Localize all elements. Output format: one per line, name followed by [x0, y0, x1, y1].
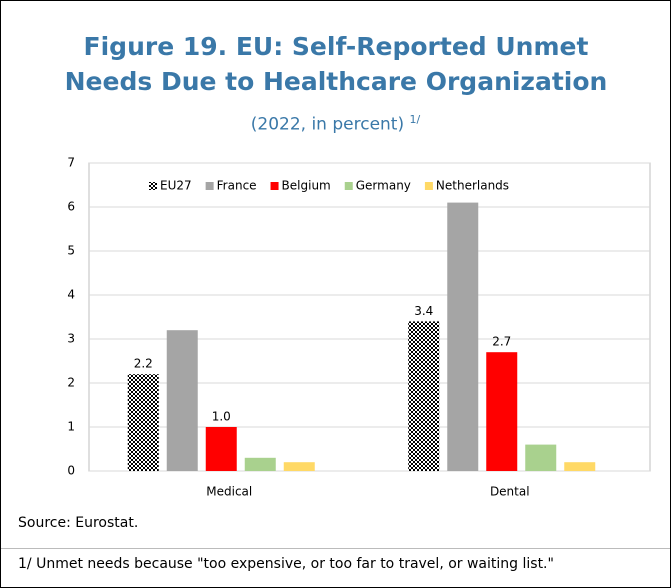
bar	[447, 202, 479, 471]
bar	[166, 330, 198, 471]
y-tick-label: 3	[67, 332, 75, 346]
y-tick-label: 0	[67, 464, 75, 478]
legend-swatch	[344, 182, 353, 190]
y-tick-label: 7	[67, 156, 75, 170]
bar	[408, 321, 440, 471]
legend-swatch	[424, 182, 433, 190]
legend-swatch	[149, 182, 157, 190]
legend-label: EU27	[160, 179, 192, 193]
subtitle-note: 1/	[409, 113, 421, 126]
chart-subtitle: (2022, in percent) 1/	[1, 113, 670, 135]
y-tick-label: 4	[67, 288, 75, 302]
chart: 0 1 2 3 4 5 6 7 Medical 2.2 1.0 Dental 3.4 2.7 EU27 Fra…	[67, 156, 651, 499]
y-tick-label: 6	[67, 200, 75, 214]
bar	[244, 457, 276, 471]
data-label: 1.0	[212, 410, 231, 424]
data-label: 3.4	[414, 304, 433, 318]
bar	[564, 462, 596, 471]
data-label: 2.2	[134, 357, 153, 371]
bar	[486, 352, 518, 471]
bar	[127, 374, 159, 471]
legend-label: Netherlands	[436, 179, 509, 193]
legend-swatch	[270, 182, 279, 190]
legend-label: Germany	[356, 179, 411, 193]
x-tick-label: Medical	[206, 485, 252, 499]
y-tick-label: 5	[67, 244, 75, 258]
chart-title: Figure 19. EU: Self-Reported Unmet Needs…	[64, 32, 608, 96]
x-tick-label: Dental	[490, 485, 530, 499]
data-label: 2.7	[492, 335, 511, 349]
bar	[525, 444, 557, 471]
legend-label: France	[217, 179, 257, 193]
note: 1/ Unmet needs because "too expensive, o…	[18, 556, 554, 572]
bar	[205, 427, 237, 471]
bar	[283, 462, 315, 471]
legend-swatch	[205, 182, 214, 190]
source: Source: Eurostat.	[18, 515, 139, 531]
y-tick-label: 2	[67, 376, 75, 390]
separator	[1, 548, 670, 549]
legend-label: Belgium	[282, 179, 331, 193]
y-tick-label: 1	[67, 420, 75, 434]
subtitle-text: (2022, in percent)	[250, 114, 405, 135]
